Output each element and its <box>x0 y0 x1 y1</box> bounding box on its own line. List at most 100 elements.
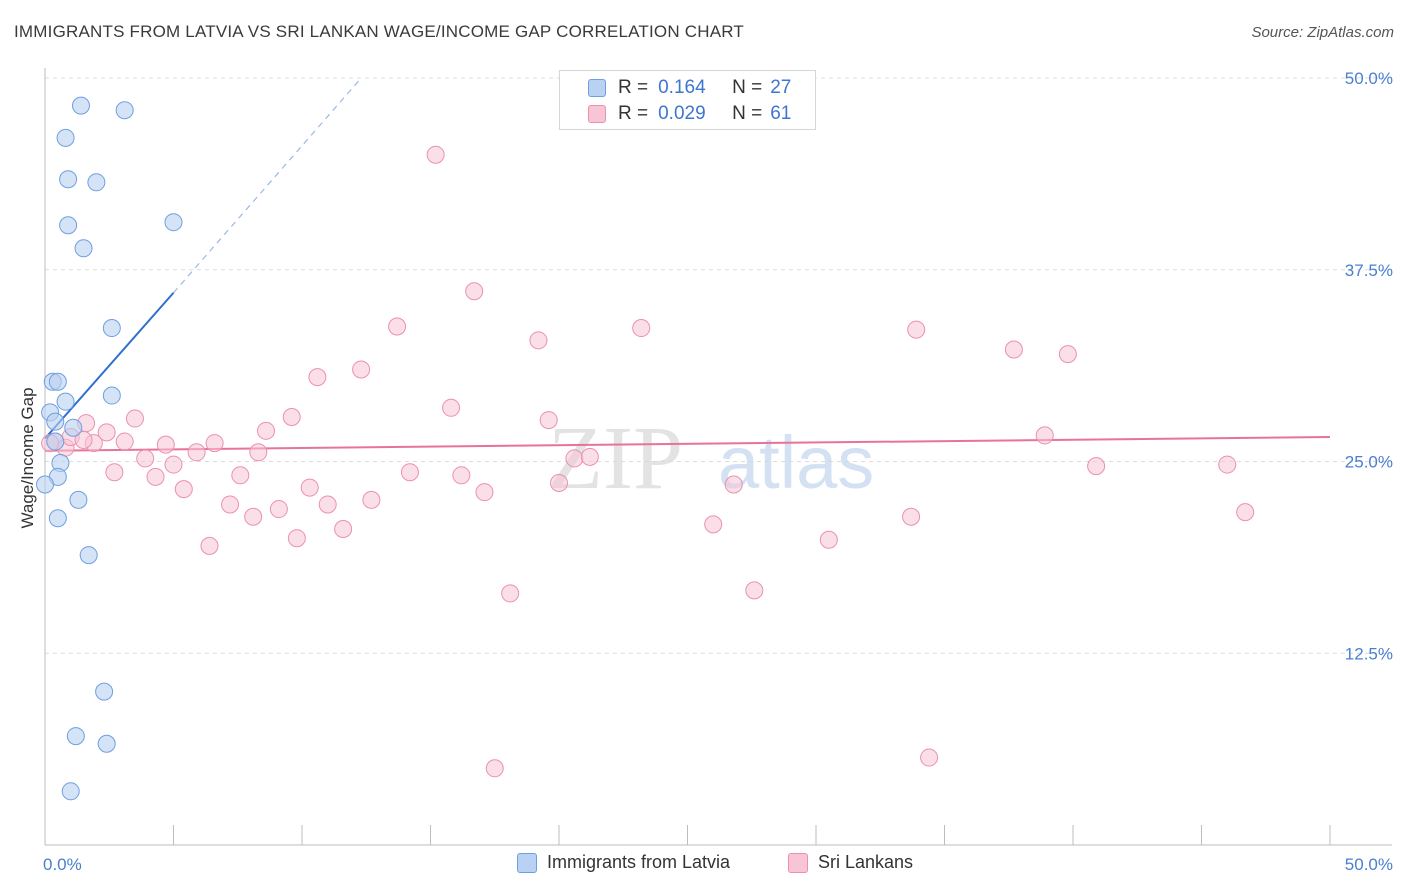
srilanka-point <box>632 319 651 338</box>
watermark-atlas: atlas <box>718 421 874 504</box>
srilanka-point <box>565 449 584 468</box>
srilanka-point <box>442 398 461 417</box>
legend-r-label: R = <box>618 103 649 124</box>
srilanka-point <box>282 408 301 427</box>
srilanka-point <box>200 536 219 555</box>
y-tick-label: 25.0% <box>1345 453 1393 472</box>
bottom-legend-srilanka-label: Sri Lankans <box>818 852 914 872</box>
bottom-swatch-latvia <box>517 852 537 873</box>
srilanka-point <box>205 434 224 453</box>
y-axis-label: Wage/Income Gap <box>18 387 37 529</box>
srilanka-point <box>105 463 124 482</box>
latvia-point <box>97 734 116 753</box>
x-tick-label: 50.0% <box>1345 855 1393 874</box>
srilanka-point <box>475 483 494 502</box>
srilanka-point <box>231 466 250 485</box>
srilanka-point <box>269 500 288 519</box>
srilanka-point <box>1004 340 1023 359</box>
legend-box: R = 0.164 N = 27 R = 0.029 N = 61 <box>559 70 816 130</box>
srilanka-point <box>465 282 484 301</box>
bottom-legend: Immigrants from Latvia Sri Lankans <box>0 852 1406 878</box>
legend-swatch-latvia <box>588 79 606 97</box>
y-tick-label: 12.5% <box>1345 644 1393 663</box>
srilanka-point <box>388 317 407 336</box>
axes <box>44 68 1392 846</box>
latvia-point <box>74 239 93 258</box>
srilanka-point <box>362 490 381 509</box>
legend-swatch-srilanka <box>588 105 606 123</box>
srilanka-point <box>550 473 568 492</box>
srilanka-trendline <box>44 435 1331 452</box>
srilanka-point <box>704 515 723 534</box>
srilanka-point <box>318 495 337 514</box>
srilanka-point <box>819 530 838 549</box>
latvia-point <box>87 173 106 192</box>
srilanka-point <box>745 581 764 600</box>
latvia-point <box>36 475 54 494</box>
srilanka-point <box>1035 426 1054 445</box>
srilanka-point <box>136 449 155 468</box>
latvia-trendline <box>44 292 175 440</box>
srilanka-point <box>1218 455 1237 474</box>
srilanka-point <box>452 466 471 485</box>
latvia-point <box>102 319 121 338</box>
latvia-point <box>66 727 85 746</box>
trendlines <box>44 80 1331 452</box>
srilanka-point <box>300 478 319 497</box>
srilanka-point <box>907 320 926 339</box>
srilanka-point <box>97 423 116 442</box>
latvia-point <box>46 432 65 451</box>
bottom-legend-latvia: Immigrants from Latvia <box>517 852 730 873</box>
legend-n-label: N = <box>732 77 763 98</box>
latvia-point <box>79 546 98 565</box>
y-tick-label: 37.5% <box>1345 261 1393 280</box>
legend-row-latvia: R = 0.164 N = 27 <box>588 77 791 99</box>
srilanka-point <box>221 495 240 514</box>
srilanka-point <box>125 409 144 428</box>
latvia-point <box>71 96 90 115</box>
srilanka-point <box>249 443 268 462</box>
sri-lankans-points <box>41 145 1255 778</box>
srilanka-point <box>501 584 520 603</box>
latvia-point <box>69 490 88 509</box>
srilanka-point <box>146 467 165 486</box>
chart-title: IMMIGRANTS FROM LATVIA VS SRI LANKAN WAG… <box>14 22 744 41</box>
latvia-point <box>46 412 65 431</box>
srilanka-point <box>115 432 134 451</box>
y-tick-labels: 12.5% 25.0% 37.5% 50.0% <box>1345 69 1393 663</box>
x-tick-labels: 0.0% 50.0% <box>43 855 1393 874</box>
srilanka-point <box>902 507 921 526</box>
latvia-point <box>164 213 183 232</box>
srilanka-point <box>187 443 206 462</box>
srilanka-point <box>164 455 183 474</box>
latvia-point <box>102 386 121 405</box>
srilanka-point <box>539 411 558 430</box>
legend-r-label: R = <box>618 77 649 98</box>
srilanka-point <box>244 507 263 526</box>
latvia-point <box>59 216 78 235</box>
srilanka-point <box>174 480 193 499</box>
latvia-point <box>61 782 80 801</box>
srilanka-point <box>1236 503 1255 522</box>
srilanka-point <box>724 475 743 494</box>
srilanka-point <box>400 463 419 482</box>
srilanka-point <box>426 145 445 164</box>
srilanka-point <box>334 519 353 538</box>
legend-n-value: 27 <box>770 77 792 98</box>
legend-row-srilanka: R = 0.029 N = 61 <box>588 103 791 125</box>
legend-n-value: 61 <box>770 103 792 124</box>
srilanka-point <box>156 435 175 454</box>
srilanka-point <box>257 421 276 440</box>
srilanka-point <box>529 331 548 350</box>
latvia-trendline-extension <box>173 80 359 294</box>
legend-n-label: N = <box>732 103 763 124</box>
bottom-legend-srilanka: Sri Lankans <box>788 852 913 873</box>
latvia-point <box>115 101 134 120</box>
latvia-point <box>56 128 75 147</box>
bottom-legend-latvia-label: Immigrants from Latvia <box>547 852 731 872</box>
x-tick-label: 0.0% <box>43 855 82 874</box>
source-label: Source: ZipAtlas.com <box>1251 24 1394 41</box>
bottom-swatch-srilanka <box>788 852 808 873</box>
gridlines <box>45 77 1392 654</box>
